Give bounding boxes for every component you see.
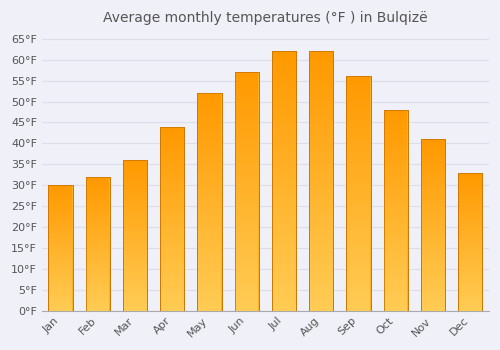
Bar — [458, 173, 482, 310]
Title: Average monthly temperatures (°F ) in Bulqizë: Average monthly temperatures (°F ) in Bu… — [103, 11, 428, 25]
Bar — [272, 51, 296, 310]
Bar — [234, 72, 259, 310]
Bar — [86, 177, 110, 310]
Bar — [48, 185, 72, 310]
Bar — [458, 173, 482, 310]
Bar — [86, 177, 110, 310]
Bar — [421, 139, 445, 310]
Bar — [309, 51, 334, 310]
Bar — [384, 110, 408, 310]
Bar — [198, 93, 222, 310]
Bar — [198, 93, 222, 310]
Bar — [346, 76, 370, 310]
Bar — [346, 76, 370, 310]
Bar — [272, 51, 296, 310]
Bar — [160, 127, 184, 310]
Bar — [384, 110, 408, 310]
Bar — [123, 160, 147, 310]
Bar — [309, 51, 334, 310]
Bar — [234, 72, 259, 310]
Bar — [160, 127, 184, 310]
Bar — [48, 185, 72, 310]
Bar — [123, 160, 147, 310]
Bar — [421, 139, 445, 310]
